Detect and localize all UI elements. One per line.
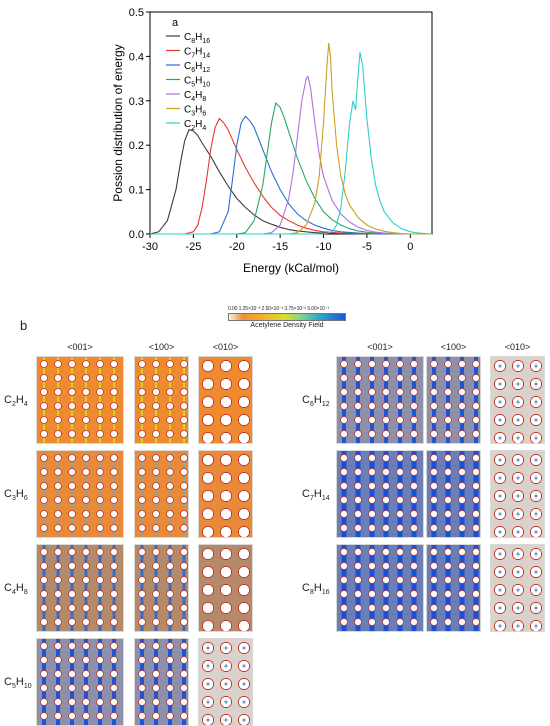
energy-distribution-chart: -30 -25 -20 -15 -10 -5 0 0.0 0.1 0.2 0.3 0.4 0.5 Ener… [111, 7, 433, 275]
x-tick-label: -5 [362, 241, 372, 253]
molecule-row-label: C2H4 [4, 394, 28, 409]
molecule-row-label: C7H14 [302, 488, 330, 503]
x-tick-label: 0 [407, 241, 413, 253]
density-map-010 [198, 544, 253, 632]
x-tick-label: -30 [142, 241, 158, 253]
density-map-010 [198, 356, 253, 444]
density-map-001 [36, 356, 124, 444]
legend-entry: C3H6 [184, 105, 206, 118]
y-tick-label: 0.2 [129, 140, 144, 152]
y-tick-label: 0.4 [129, 51, 144, 63]
molecule-row-label: C6H12 [302, 394, 330, 409]
series-line-c3h6 [150, 43, 432, 235]
colorbar-ticks: 0.00 1.25×10⁻³ 2.50×10⁻³ 3.75×10⁻³ 5.00×… [228, 306, 329, 312]
panel-b-label: b [20, 318, 28, 333]
density-map-010 [490, 356, 545, 444]
density-map-100 [134, 638, 189, 726]
plot-frame [149, 11, 433, 235]
colorbar-label: Acetylene Density Field [250, 322, 324, 329]
density-colorbar: 0.00 1.25×10⁻³ 2.50×10⁻³ 3.75×10⁻³ 5.00×… [228, 306, 346, 329]
molecule-row-label: C8H16 [302, 582, 330, 597]
density-map-001 [336, 544, 424, 632]
density-map-010 [198, 638, 253, 726]
legend-entry: C6H12 [184, 61, 210, 74]
density-map-100 [134, 356, 189, 444]
y-tick-label: 0.5 [129, 7, 144, 19]
series-line-c6h12 [150, 115, 432, 235]
series-line-c2h4 [150, 51, 433, 235]
colorbar-gradient [228, 313, 346, 321]
y-tick-label: 0.3 [129, 96, 144, 108]
legend-entry: C5H10 [184, 76, 210, 89]
direction-header: <001> [67, 342, 93, 352]
legend-entry: C2H4 [184, 119, 206, 132]
x-tick-label: -20 [229, 241, 245, 253]
molecule-row-label: C4H8 [4, 582, 28, 597]
series-line-c4h8 [150, 75, 432, 235]
density-map-010 [490, 450, 545, 538]
legend-entry: C8H16 [184, 32, 210, 45]
direction-header: <100> [440, 342, 467, 352]
density-map-100 [134, 450, 189, 538]
density-map-100 [426, 450, 481, 538]
direction-header: <001> [367, 342, 393, 352]
series-line-c5h10 [150, 101, 432, 235]
molecule-row-label: C3H6 [4, 488, 28, 503]
panel-a-label: a [172, 17, 179, 29]
x-tick-label: -25 [185, 241, 201, 253]
series-line-c7h14 [150, 117, 432, 235]
direction-header: <010> [212, 342, 239, 352]
density-map-100 [426, 544, 481, 632]
molecule-row-label: C5H10 [4, 676, 32, 691]
y-tick-label: 0.0 [129, 229, 144, 241]
y-axis-label: Possion distribution of energy [111, 44, 125, 201]
density-map-100 [426, 356, 481, 444]
density-map-001 [36, 544, 124, 632]
density-map-010 [490, 544, 545, 632]
direction-header: <100> [148, 342, 175, 352]
x-axis-label: Energy (kCal/mol) [243, 261, 339, 275]
x-tick-label: -10 [316, 241, 332, 253]
density-map-001 [36, 638, 124, 726]
density-map-100 [134, 544, 189, 632]
x-tick-label: -15 [272, 241, 288, 253]
legend-entry: C7H14 [184, 47, 210, 60]
direction-header: <010> [504, 342, 531, 352]
legend-entry: C4H8 [184, 90, 206, 103]
density-map-001 [336, 356, 424, 444]
density-map-001 [336, 450, 424, 538]
y-tick-label: 0.1 [129, 185, 144, 197]
density-map-010 [198, 450, 253, 538]
density-map-001 [36, 450, 124, 538]
